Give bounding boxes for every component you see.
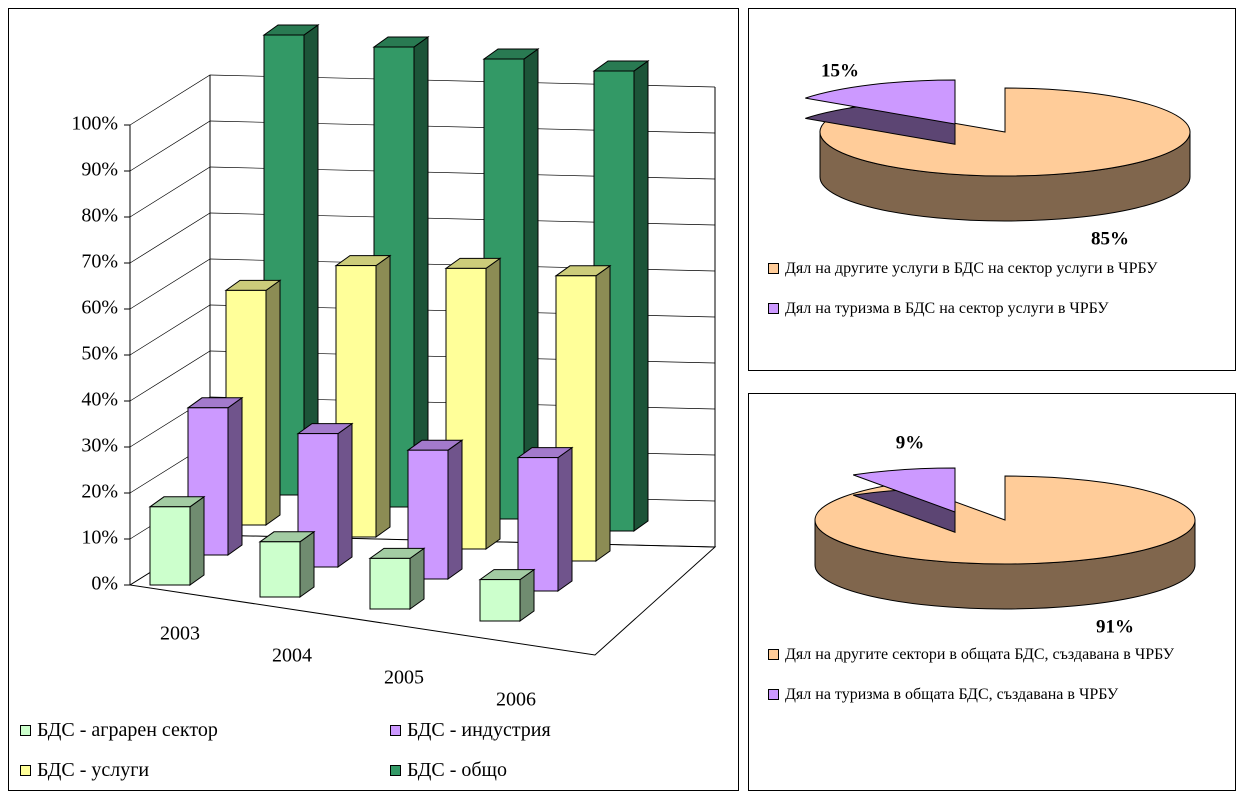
bar-side [337, 422, 353, 568]
legend-swatch [390, 725, 401, 736]
legend-item: БДС - индустрия [390, 719, 710, 741]
pie-slice [853, 467, 956, 513]
y-tick-label: 100% [71, 113, 118, 135]
data-label: 85% [1091, 228, 1129, 249]
legend-swatch [20, 725, 31, 736]
x-tick-label: 2005 [384, 667, 424, 689]
legend-label: Дял на туризма в БДС на сектор услуги в … [785, 300, 1109, 317]
grid-line [129, 304, 716, 356]
y-tick-label: 30% [81, 435, 118, 457]
x-tick-label: 2003 [160, 623, 200, 645]
grid-line [129, 258, 716, 310]
legend-item: БДС - услуги [20, 759, 340, 781]
legend-label: БДС - общо [407, 759, 507, 781]
legend-label: Дял на другите сектори в общата БДС, съз… [785, 646, 1175, 663]
bar-side [447, 439, 463, 580]
bar-side [227, 396, 243, 556]
pie-panel [748, 8, 1236, 371]
y-tick-label: 40% [81, 389, 118, 411]
legend-swatch [390, 765, 401, 776]
y-tick-label: 0% [91, 573, 118, 595]
legend-label: Дял на другите услуги в БДС на сектор ус… [785, 260, 1158, 277]
grid-line [129, 120, 716, 172]
bar-side [557, 446, 573, 592]
legend-label: БДС - индустрия [407, 719, 551, 741]
bar-side [633, 60, 649, 532]
legend-label: БДС - аграрен сектор [37, 719, 218, 741]
y-tick-label: 80% [81, 205, 118, 227]
pie-slice [805, 79, 956, 125]
data-label: 91% [1096, 616, 1134, 637]
grid-line [129, 350, 716, 402]
legend-item: Дял на туризма в общата БДС, създавана в… [768, 686, 1218, 703]
y-tick-label: 10% [81, 527, 118, 549]
bar [479, 579, 521, 622]
bar [517, 457, 559, 592]
bar [369, 557, 411, 610]
legend-item: Дял на другите услуги в БДС на сектор ус… [768, 260, 1218, 277]
legend-swatch [768, 303, 779, 314]
x-tick-label: 2006 [496, 689, 536, 711]
legend-label: БДС - услуги [37, 759, 150, 781]
grid-line [129, 396, 716, 448]
legend-item: Дял на другите сектори в общата БДС, съз… [768, 646, 1218, 663]
grid-line [129, 166, 716, 218]
x-tick-label: 2004 [272, 645, 312, 667]
legend-swatch [768, 263, 779, 274]
bar-side [265, 279, 281, 526]
y-tick-label: 20% [81, 481, 118, 503]
pie-slice [819, 87, 1191, 177]
y-tick-label: 90% [81, 159, 118, 181]
bar-side [413, 36, 429, 508]
legend-item: Дял на туризма в БДС на сектор услуги в … [768, 300, 1218, 317]
bar-side [485, 257, 501, 550]
bar-side [189, 495, 205, 586]
legend-swatch [20, 765, 31, 776]
bar [297, 433, 339, 568]
legend-item: БДС - общо [390, 759, 710, 781]
data-label: 9% [896, 432, 925, 453]
bar [149, 506, 191, 586]
bar [259, 541, 301, 598]
bar-side [595, 264, 611, 562]
grid-line [129, 74, 716, 126]
bar-side [299, 530, 315, 598]
y-tick-label: 60% [81, 297, 118, 319]
legend-label: Дял на туризма в общата БДС, създавана в… [785, 686, 1119, 703]
legend-swatch [768, 649, 779, 660]
y-tick-label: 70% [81, 251, 118, 273]
legend-swatch [768, 689, 779, 700]
data-label: 15% [821, 60, 859, 81]
pie-slice [814, 475, 1196, 565]
bar-side [375, 254, 391, 538]
grid-line [129, 212, 716, 264]
legend-item: БДС - аграрен сектор [20, 719, 340, 741]
y-tick-label: 50% [81, 343, 118, 365]
